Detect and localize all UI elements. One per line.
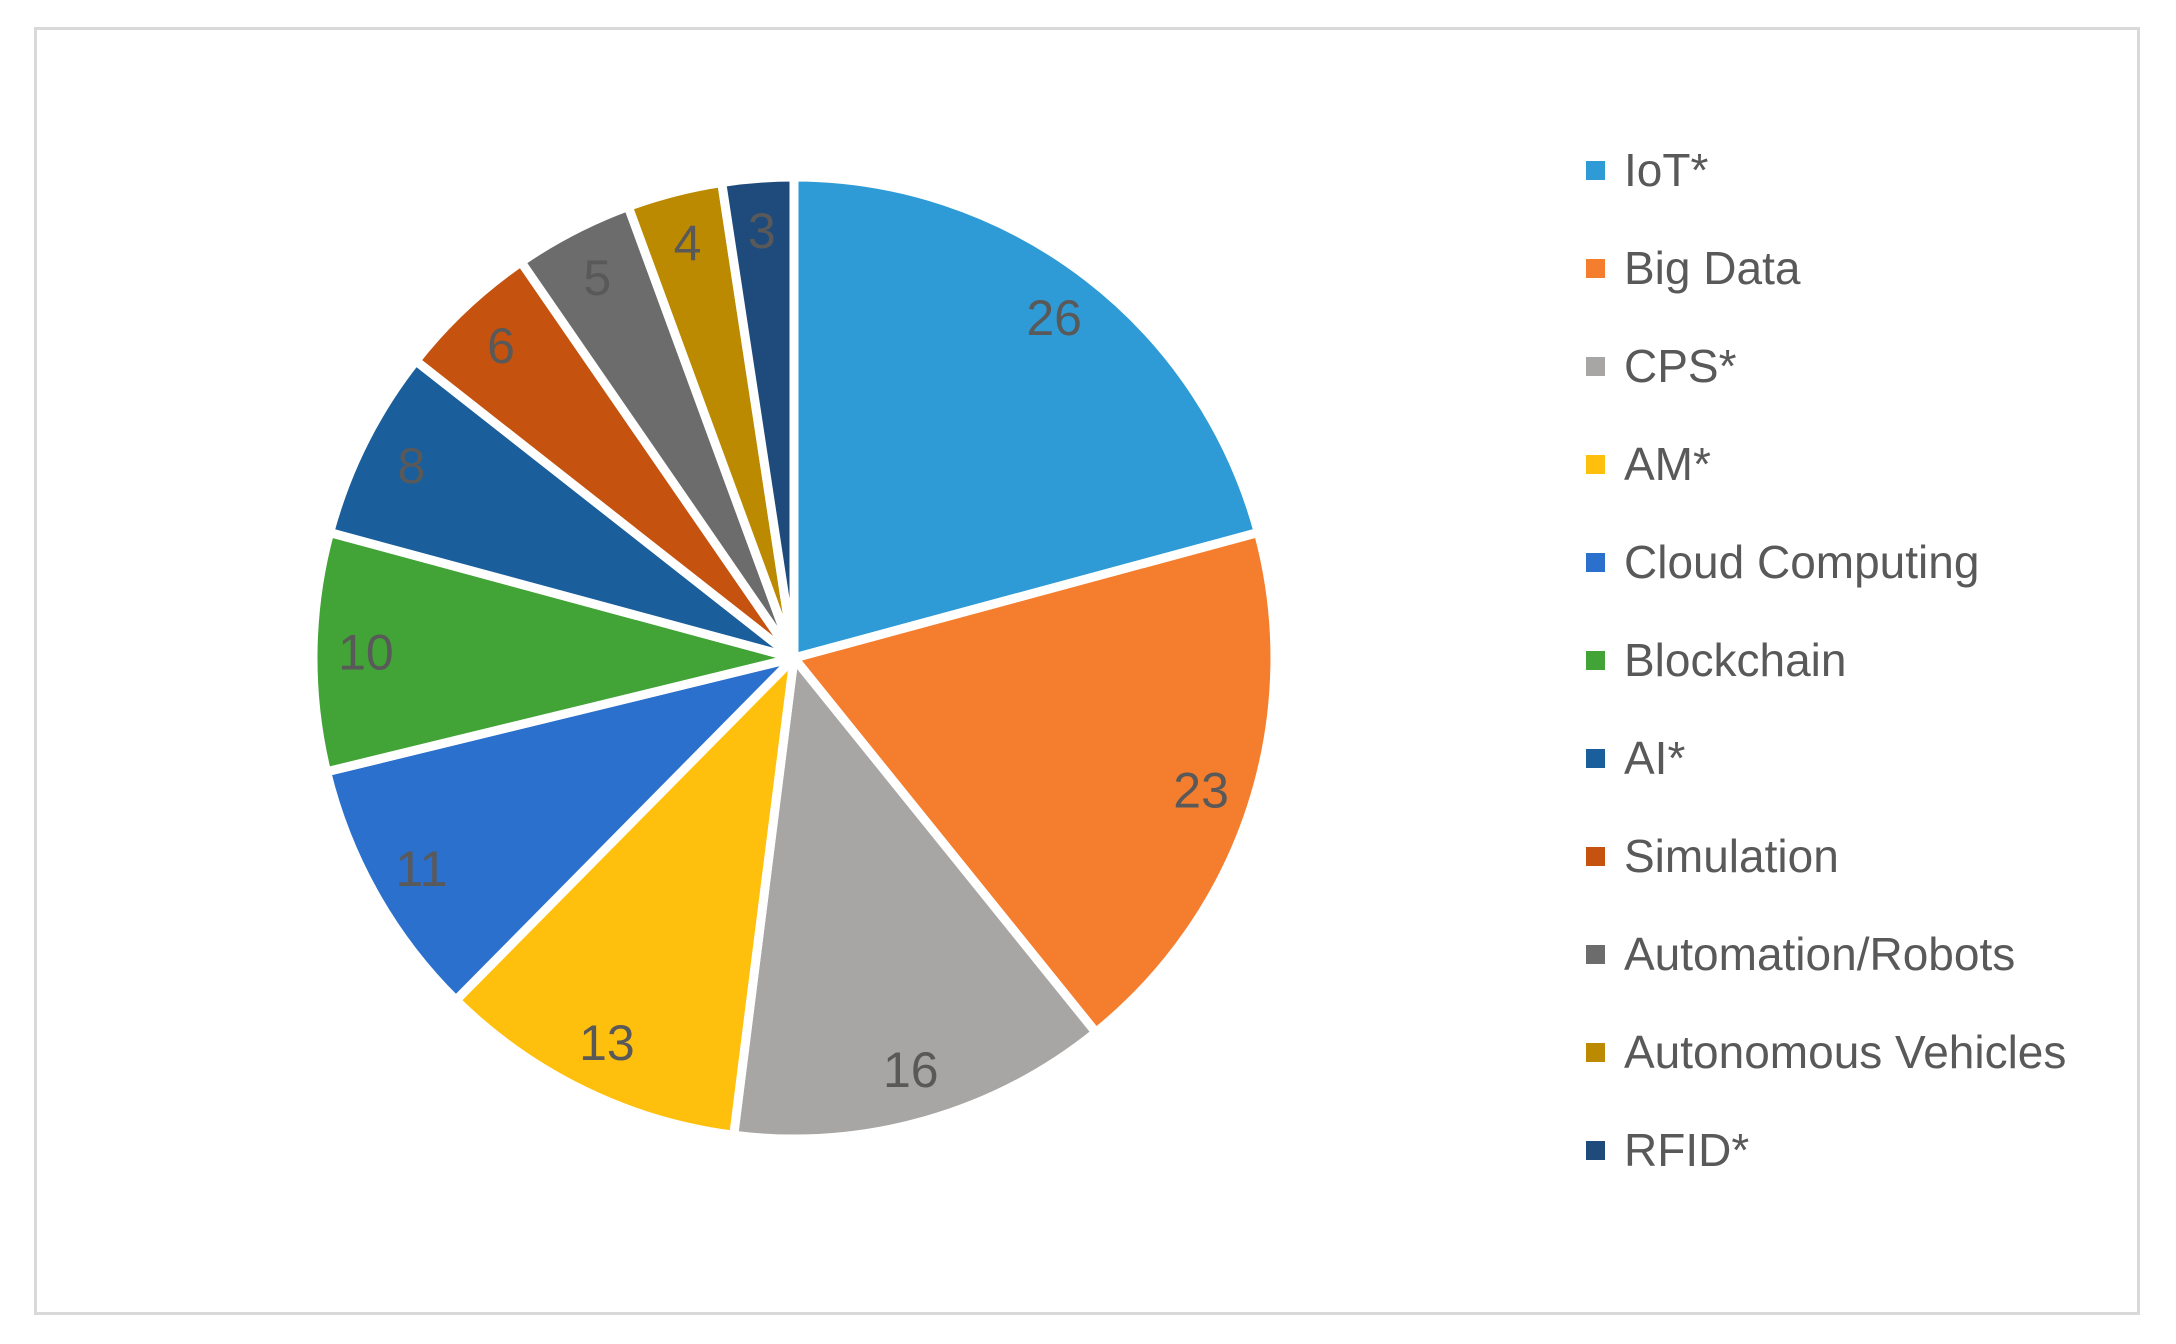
pie-chart: 26 23 16 13 11 10 8 6 5 4 3 [308,172,1280,1144]
pie-data-labels: 26 23 16 13 11 10 8 6 5 4 3 [338,203,1229,1098]
pie-label-iot: 26 [1026,290,1082,346]
pie-label-ai: 8 [397,438,425,494]
pie-label-cps: 16 [883,1042,939,1098]
pie-label-simulation: 6 [487,318,515,374]
pie-slice-am [451,653,799,1140]
pie-slice-blockchain [308,528,799,777]
pie-label-cloud-computing: 11 [396,841,448,897]
pie-slice-rfid [717,172,799,663]
pie-slice-ai [325,356,799,663]
pie-slice-cps [729,653,1101,1144]
chart-frame: 26 23 16 13 11 10 8 6 5 4 3 IoT* Big Data CPS* AM* Clo… [34,27,2140,1315]
pie-label-am: 13 [579,1015,635,1071]
pie-label-big-data: 23 [1173,762,1229,818]
pie-label-autonomous-vehicles: 4 [674,215,702,271]
pie-label-automation-robots: 5 [583,250,611,306]
pie-slices [308,172,1280,1144]
pie-label-rfid: 3 [748,203,776,259]
pie-label-blockchain: 10 [338,625,394,681]
pie-slice-big-data [789,528,1280,1037]
pie-slice-iot [789,172,1263,663]
